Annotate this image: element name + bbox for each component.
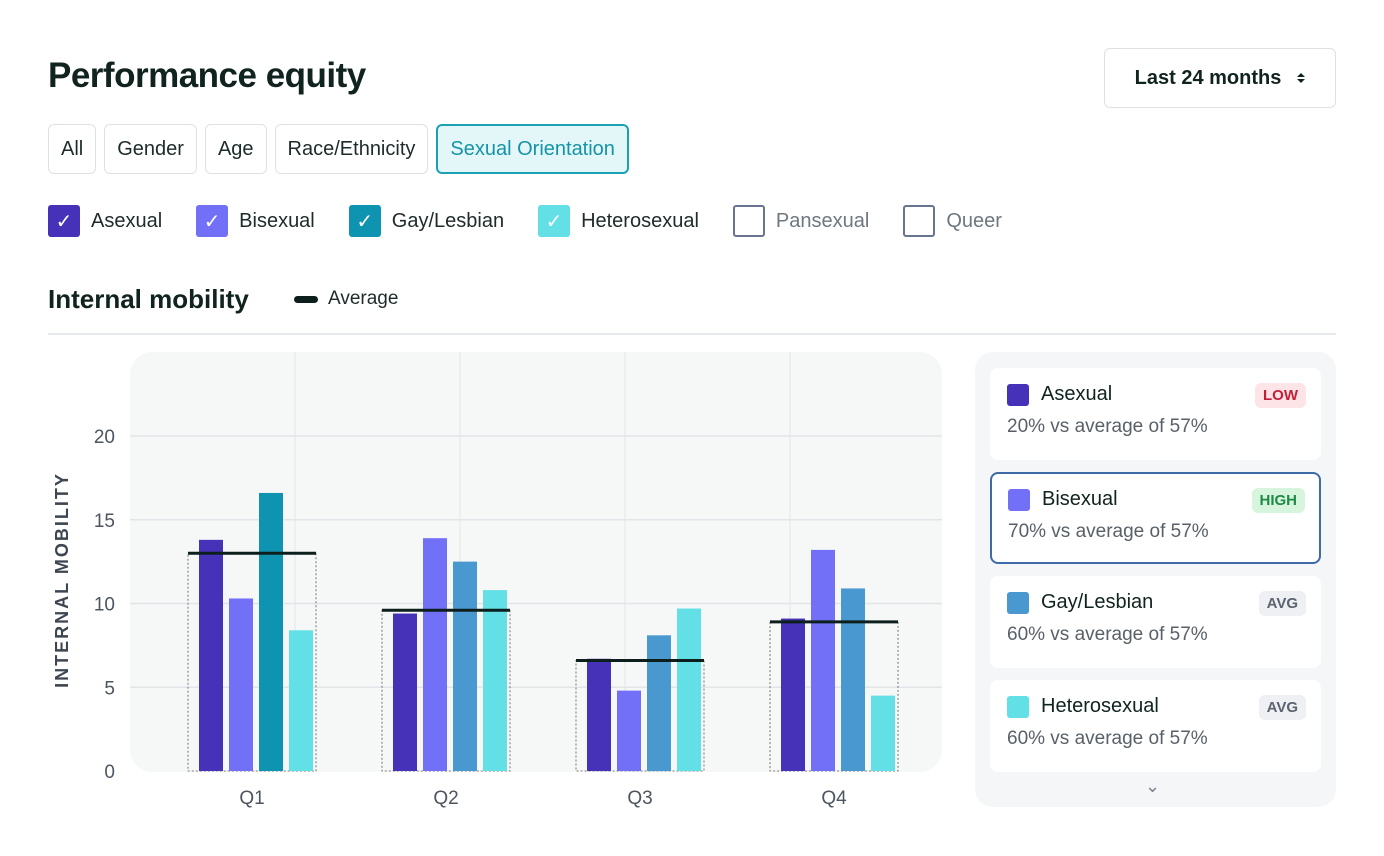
- checkbox-bisexual[interactable]: ✓ Bisexual: [196, 205, 315, 237]
- bar-heterosexual-q4: [871, 695, 895, 771]
- legend-card[interactable]: Gay/Lesbian 60% vs average of 57% AVG: [990, 576, 1321, 668]
- bar-heterosexual-q3: [677, 608, 701, 771]
- sort-arrows-icon: [1297, 73, 1306, 83]
- card-name: Asexual: [1041, 383, 1113, 405]
- y-tick-label: 20: [94, 427, 115, 448]
- bar-bisexual-q2: [423, 538, 447, 771]
- bar-bisexual-q3: [617, 690, 641, 771]
- checkbox-label: Asexual: [91, 209, 163, 232]
- checkbox-pansexual[interactable]: Pansexual: [732, 205, 870, 237]
- y-tick-label: 0: [104, 762, 115, 783]
- y-tick-label: 5: [104, 678, 115, 699]
- legend-card[interactable]: Asexual 20% vs average of 57% LOW: [990, 368, 1321, 460]
- card-name: Bisexual: [1042, 488, 1118, 510]
- bar-gay-lesbian-q1: [259, 492, 283, 771]
- empty-checkbox-icon: [903, 205, 936, 237]
- checkbox-gay-lesbian[interactable]: ✓ Gay/Lesbian: [348, 205, 505, 237]
- bar-bisexual-q4: [811, 549, 835, 771]
- empty-checkbox-icon: [732, 205, 765, 237]
- checkmark-icon: ✓: [348, 205, 381, 237]
- average-line-icon: [294, 295, 318, 303]
- divider: [48, 333, 1336, 335]
- bar-heterosexual-q1: [289, 630, 313, 771]
- checkbox-label: Gay/Lesbian: [391, 209, 505, 232]
- tab-all[interactable]: All: [48, 124, 97, 174]
- y-tick-label: 15: [94, 511, 115, 532]
- tab-race-ethnicity[interactable]: Race/Ethnicity: [274, 124, 429, 174]
- legend-card[interactable]: Heterosexual 60% vs average of 57% AVG: [990, 680, 1321, 772]
- checkbox-asexual[interactable]: ✓ Asexual: [48, 205, 162, 237]
- bar-bisexual-q1: [229, 598, 253, 771]
- checkbox-label: Pansexual: [775, 209, 870, 232]
- y-tick-label: 10: [94, 595, 115, 616]
- bar-asexual-q2: [393, 613, 417, 771]
- checkbox-queer[interactable]: Queer: [903, 205, 1002, 237]
- color-swatch: [1008, 488, 1030, 511]
- series-checkboxes: ✓ Asexual ✓ Bisexual ✓ Gay/Lesbian ✓ Heterosexu…: [48, 205, 1036, 237]
- average-legend-label: Average: [328, 288, 399, 309]
- x-tick-label: Q4: [821, 788, 847, 809]
- period-select[interactable]: Last 24 months: [1104, 48, 1336, 108]
- bar-gay-lesbian-q2: [453, 561, 477, 771]
- bar-asexual-q1: [199, 539, 223, 771]
- color-swatch: [1007, 695, 1029, 718]
- x-tick-label: Q3: [627, 788, 652, 809]
- card-detail: 60% vs average of 57%: [1007, 728, 1208, 749]
- tab-gender[interactable]: Gender: [104, 124, 197, 174]
- bar-heterosexual-q2: [483, 590, 507, 771]
- legend-card[interactable]: Bisexual 70% vs average of 57% HIGH: [990, 472, 1321, 564]
- section-title: Internal mobility: [48, 284, 249, 314]
- tab-age[interactable]: Age: [204, 124, 267, 174]
- bar-chart: 0 5 10 15 20 INTERNAL MOBILITY Q1 Q2 Q3 Q4: [52, 352, 942, 809]
- legend-panel[interactable]: Asexual 20% vs average of 57% LOW Bisexual 7…: [975, 352, 1336, 807]
- color-swatch: [1007, 383, 1029, 406]
- page-title: Performance equity: [48, 56, 366, 95]
- y-axis-label: INTERNAL MOBILITY: [52, 472, 72, 688]
- card-detail: 70% vs average of 57%: [1008, 521, 1209, 542]
- card-name: Gay/Lesbian: [1041, 591, 1154, 613]
- period-label: Last 24 months: [1134, 66, 1282, 89]
- bar-asexual-q3: [587, 658, 611, 771]
- x-tick-label: Q1: [239, 788, 264, 809]
- status-badge: LOW: [1255, 383, 1306, 408]
- checkbox-label: Queer: [946, 209, 1002, 232]
- card-detail: 60% vs average of 57%: [1007, 624, 1208, 645]
- filter-tabs: All Gender Age Race/Ethnicity Sexual Orienta…: [48, 124, 629, 174]
- checkbox-label: Bisexual: [239, 209, 315, 232]
- average-legend: Average: [294, 288, 398, 310]
- plot-area: [130, 352, 942, 772]
- color-swatch: [1007, 591, 1029, 614]
- chevron-down-icon[interactable]: ⌄: [1145, 776, 1161, 796]
- bar-gay-lesbian-q4: [841, 588, 865, 771]
- status-badge: HIGH: [1251, 488, 1305, 513]
- checkmark-icon: ✓: [48, 205, 80, 237]
- x-tick-label: Q2: [433, 788, 458, 809]
- bar-asexual-q4: [781, 618, 805, 771]
- card-detail: 20% vs average of 57%: [1007, 416, 1208, 437]
- tab-sexual-orientation[interactable]: Sexual Orientation: [436, 124, 629, 174]
- bar-gay-lesbian-q3: [647, 635, 671, 771]
- status-badge: AVG: [1258, 591, 1306, 616]
- checkmark-icon: ✓: [538, 205, 571, 237]
- status-badge: AVG: [1258, 695, 1306, 720]
- checkbox-heterosexual[interactable]: ✓ Heterosexual: [538, 205, 699, 237]
- checkmark-icon: ✓: [196, 205, 229, 237]
- card-name: Heterosexual: [1041, 695, 1159, 717]
- checkbox-label: Heterosexual: [581, 209, 699, 232]
